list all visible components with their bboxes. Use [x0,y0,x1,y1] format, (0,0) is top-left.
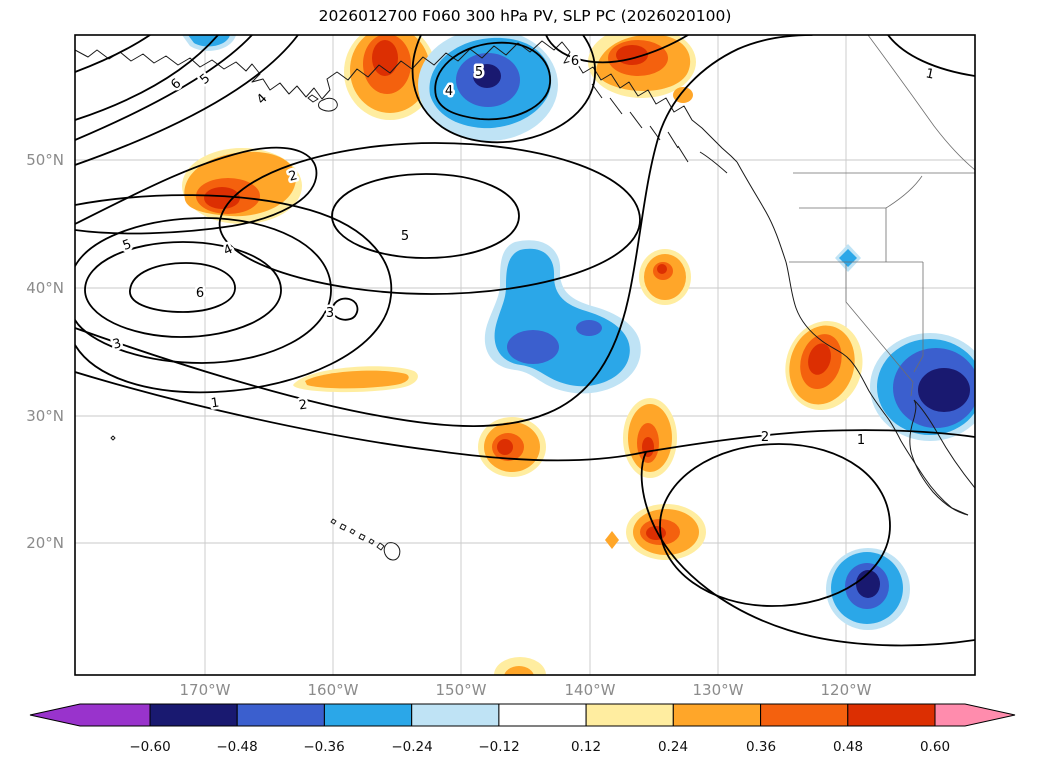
colorbar-segment [236,703,325,727]
colorbar-segment [847,703,936,727]
negative-anomaly-core [576,320,602,336]
contour-top-right [887,35,975,77]
colorbar-segment [149,703,238,727]
negative-anomaly-core [918,368,970,412]
colorbar-tick-label: −0.60 [129,739,170,755]
contour-label: 1 [857,433,865,448]
colorbar-segment [323,703,413,727]
colorbar-segment [498,703,587,727]
contour-label: 5 [401,229,409,244]
contour-label: 4 [254,91,270,107]
colorbar-segment [672,703,762,727]
anomaly-shading [182,35,975,675]
colorbar: −0.60 −0.48 −0.36 −0.24 −0.12 0.12 0.24 … [29,703,1016,755]
coastlines [75,35,975,561]
colorbar-over-arrow [934,703,1016,727]
positive-anomaly-core [372,40,398,76]
plot-frame [74,34,976,676]
negative-anomaly-core [473,64,501,88]
contour-label: 1 [210,395,220,411]
colorbar-tick-label: 0.24 [658,739,688,755]
hawaii-islands [330,518,401,561]
positive-anomaly-blob [305,370,409,389]
colorbar-tick-labels: −0.60 −0.48 −0.36 −0.24 −0.12 0.12 0.24 … [129,739,950,755]
positive-anomaly-blob [504,666,534,675]
colorbar-tick-label: −0.36 [303,739,344,755]
y-tick-label: 40°N [26,279,64,297]
contour-label: 5 [475,65,483,80]
west-coast-coastline [736,161,969,516]
negative-anomaly-core [856,570,880,598]
contour-label: 3 [111,336,123,353]
y-tick-label: 20°N [26,534,64,552]
contour-label: 4 [445,84,453,99]
colorbar-under-arrow [29,703,151,727]
positive-anomaly-core [204,187,240,209]
x-tick-label: 160°W [308,681,359,699]
contour-label: 4 [221,242,235,259]
contour-label: 6 [168,76,184,93]
contour-gulf-of-alaska [411,35,689,144]
colorbar-tick-label: 0.36 [746,739,776,755]
contour-label: 1 [924,66,935,82]
contour-label: 6 [571,54,579,69]
pv-contours [75,35,975,647]
positive-anomaly-core [808,343,831,375]
colorbar-tick-label: 0.48 [833,739,863,755]
colorbar-segment [760,703,849,727]
state-borders [789,35,975,397]
contour-central-ovals [218,142,641,321]
positive-anomaly-group [785,321,863,411]
contour-label: 2 [761,430,769,445]
positive-anomaly-core [642,437,654,457]
colorbar-tick-label: 0.60 [920,739,950,755]
midway-island [110,435,116,441]
colorbar-tick-label: 0.12 [571,739,601,755]
baja-gulf-coastline [909,399,975,516]
y-tick-label: 50°N [26,151,64,169]
colorbar-tick-label: −0.24 [391,739,432,755]
chart-title: 2026012700 F060 300 hPa PV, SLP PC (2026… [319,7,732,25]
colorbar-segment [585,703,674,727]
contour-label: 5 [197,71,213,88]
negative-anomaly-blob [188,35,230,47]
contour-label: 6 [196,286,204,301]
contour-long-sweeps [75,35,975,647]
contour-left-rings [75,194,393,394]
contour-ridge-loop [75,146,318,235]
contour-subtropical-oval [659,443,891,607]
colorbar-tick-label: −0.48 [216,739,257,755]
positive-anomaly-core [657,264,667,274]
colorbar-segment [411,703,500,727]
x-axis-labels: 170°W 160°W 150°W 140°W 130°W 120°W [180,681,872,699]
alaska-coastline [75,40,738,163]
x-tick-label: 120°W [821,681,872,699]
x-tick-label: 130°W [693,681,744,699]
x-tick-label: 170°W [180,681,231,699]
island-coastlines [307,83,728,174]
y-tick-label: 30°N [26,407,64,425]
negative-anomaly-blob [839,249,857,267]
y-axis-labels: 50°N 40°N 30°N 20°N [26,151,64,552]
contour-lines-northwest [75,35,299,166]
x-tick-label: 140°W [565,681,616,699]
positive-anomaly-core [497,439,513,455]
positive-anomaly-blob [605,531,619,549]
x-tick-label: 150°W [436,681,487,699]
negative-anomaly-core [507,330,559,364]
colorbar-tick-label: −0.12 [478,739,519,755]
contour-label: 3 [326,306,334,321]
